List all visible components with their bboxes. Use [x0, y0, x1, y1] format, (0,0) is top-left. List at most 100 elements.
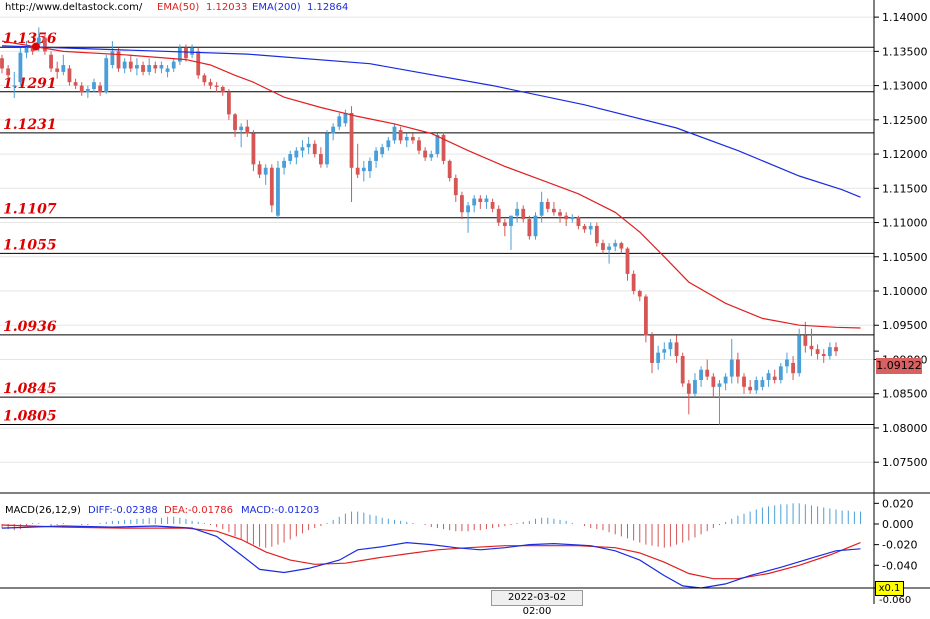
candle-body [24, 47, 29, 53]
candle-body [723, 376, 728, 384]
marker-dot [32, 42, 40, 51]
candle-body [355, 167, 360, 175]
candle-body [778, 366, 783, 381]
candle-body [815, 349, 820, 355]
candle-body [705, 369, 710, 377]
level-label: 1.1291 [3, 76, 57, 92]
candle-body [318, 154, 323, 165]
candle-body [552, 208, 556, 213]
candle-body [699, 369, 703, 381]
price-tick-label: 1.13000 [882, 80, 928, 93]
candle-body [294, 150, 299, 158]
candle-body [607, 246, 612, 250]
candle-body [226, 92, 231, 115]
candle-body [429, 154, 434, 158]
candle-body [282, 160, 286, 168]
diff-line [1, 525, 861, 589]
price-tick-label: 1.11500 [882, 182, 928, 195]
candle-body [766, 373, 771, 381]
chart-canvas: 1.1356 1.1291 1.1231 1.1107 1.1055 1.0936 1.08… [0, 0, 930, 604]
candle-body [558, 212, 562, 216]
candle-body [374, 150, 378, 161]
price-tick-label: 1.08000 [882, 422, 928, 435]
candle-body [423, 150, 428, 158]
candle-body [772, 376, 777, 381]
candle-body [239, 126, 244, 131]
candle-body [496, 208, 501, 223]
candle-body [717, 383, 722, 387]
candle-body [680, 356, 685, 384]
candle-body [576, 217, 581, 226]
price-tick-label: 1.09500 [882, 319, 928, 332]
candle-body [184, 47, 188, 59]
price-tick-label: 1.14000 [882, 11, 928, 24]
candle-body [656, 352, 661, 363]
candle-body [502, 222, 507, 226]
candle-body [147, 65, 152, 72]
candle-body [668, 342, 673, 350]
level-label: 1.1055 [3, 237, 57, 253]
price-tick-label: 1.08500 [882, 388, 928, 401]
candle-body [233, 114, 237, 131]
dea-line [1, 524, 861, 580]
candle-body [533, 215, 538, 237]
candle-body [386, 140, 391, 148]
candle-body [6, 68, 11, 76]
macd-tick-label: -0.040 [882, 559, 917, 572]
candle-body [245, 126, 250, 134]
candle-body [196, 51, 201, 76]
candle-body [128, 61, 133, 69]
ema200-value: 1.12864 [307, 2, 349, 13]
candle-body [263, 167, 268, 175]
macd-title: MACD(26,12,9) [5, 505, 81, 516]
candle-body [619, 243, 624, 249]
candle-body [650, 335, 654, 363]
macd-tick-label: 0.000 [882, 518, 914, 531]
candle-body [631, 273, 636, 292]
candle-body [834, 347, 838, 352]
candle-body [521, 208, 526, 220]
candle-body [67, 68, 72, 83]
candle-body [251, 133, 256, 165]
macd-diff: DIFF:-0.02388 [88, 505, 158, 516]
candle-body [153, 65, 158, 69]
candle-body [312, 143, 317, 155]
candle-body [821, 354, 826, 357]
candle-body [214, 85, 219, 87]
candle-body [36, 37, 41, 45]
candle-body [43, 37, 47, 52]
candle-body [257, 164, 262, 175]
candle-body [404, 136, 409, 141]
candle-body [748, 386, 753, 391]
candle-body [269, 167, 274, 206]
candle-body [380, 147, 385, 155]
candle-body [300, 147, 305, 151]
candle-body [545, 201, 550, 209]
candle-body [398, 130, 403, 141]
candle-body [490, 201, 495, 209]
candle-body [208, 82, 213, 86]
candle-body [643, 296, 648, 336]
candle-body [435, 134, 440, 155]
candle-body [159, 65, 164, 69]
ema200-line [1, 45, 861, 198]
candle-body [484, 198, 489, 202]
zoom-button[interactable]: x0.1 [875, 581, 904, 596]
candle-body [331, 126, 336, 134]
macd-tick-label: -0.020 [882, 539, 917, 552]
candle-body [754, 380, 759, 391]
macd-tick-label: 0.020 [882, 497, 914, 510]
candle-body [460, 195, 464, 213]
candle-body [791, 362, 795, 374]
candle-body [539, 201, 544, 216]
level-label: 1.0805 [3, 409, 57, 425]
last-price-tag: 1.09122 [876, 358, 922, 374]
candle-body [570, 217, 575, 220]
candle-body [135, 65, 139, 69]
candle-body [49, 54, 53, 69]
candle-body [742, 376, 746, 387]
candle-body [30, 47, 35, 52]
candle-body [564, 215, 569, 220]
candle-body [12, 85, 17, 87]
